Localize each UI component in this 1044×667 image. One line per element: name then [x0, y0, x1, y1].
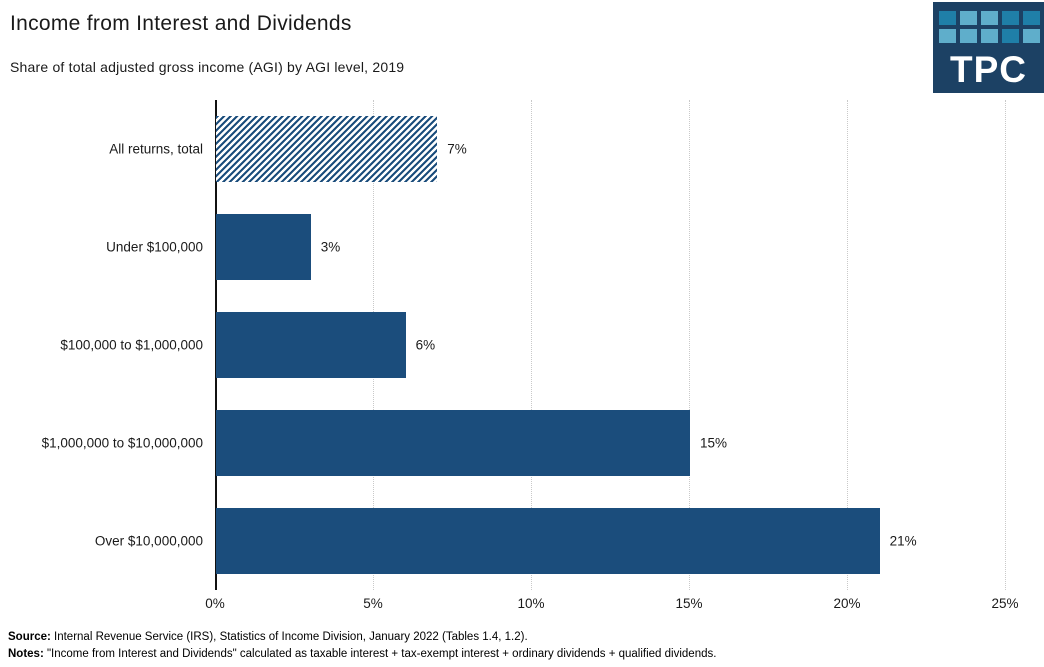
- category-label: $1,000,000 to $10,000,000: [41, 435, 203, 451]
- logo-square: [939, 29, 956, 43]
- logo-square: [1023, 11, 1040, 25]
- bar: [216, 214, 311, 280]
- logo-square: [981, 29, 998, 43]
- gridline: [531, 100, 532, 590]
- page-title: Income from Interest and Dividends: [10, 12, 352, 35]
- logo-square: [939, 11, 956, 25]
- tpc-logo: TPC: [933, 2, 1044, 93]
- logo-square: [1023, 29, 1040, 43]
- source-label: Source:: [8, 631, 51, 643]
- bar: [216, 508, 880, 574]
- notes-label: Notes:: [8, 648, 44, 660]
- category-label: Under $100,000: [106, 239, 203, 255]
- bar-value-label: 21%: [889, 533, 917, 549]
- x-axis-tick-label: 25%: [991, 596, 1019, 611]
- source-line: Source: Internal Revenue Service (IRS), …: [8, 629, 716, 646]
- category-label: Over $10,000,000: [94, 533, 203, 549]
- gridline: [1005, 100, 1006, 590]
- bar: [216, 116, 438, 182]
- tpc-logo-squares: [939, 11, 1040, 43]
- x-axis-tick-label: 0%: [205, 596, 225, 611]
- bar: [216, 312, 406, 378]
- notes-line: Notes: "Income from Interest and Dividen…: [8, 646, 716, 663]
- gridline: [689, 100, 690, 590]
- logo-square: [981, 11, 998, 25]
- chart-footnotes: Source: Internal Revenue Service (IRS), …: [8, 629, 716, 663]
- x-axis-tick-label: 10%: [517, 596, 545, 611]
- tpc-logo-text: TPC: [950, 49, 1027, 90]
- logo-square: [1002, 11, 1019, 25]
- page-subtitle: Share of total adjusted gross income (AG…: [10, 59, 405, 75]
- logo-square: [960, 29, 977, 43]
- x-axis-tick-label: 5%: [363, 596, 383, 611]
- bar-value-label: 6%: [415, 337, 436, 353]
- bar-value-label: 7%: [447, 141, 467, 157]
- logo-square: [1002, 29, 1019, 43]
- gridline: [847, 100, 848, 590]
- source-text: Internal Revenue Service (IRS), Statisti…: [50, 631, 528, 643]
- x-axis-tick-label: 15%: [675, 596, 703, 611]
- bar-value-label: 15%: [700, 435, 728, 451]
- bar-value-label: 3%: [320, 239, 341, 255]
- notes-text: "Income from Interest and Dividends" cal…: [43, 648, 717, 660]
- y-axis-line: [215, 100, 217, 590]
- logo-square: [960, 11, 977, 25]
- category-label: $100,000 to $1,000,000: [60, 337, 203, 353]
- bar: [216, 410, 690, 476]
- x-axis-tick-label: 20%: [833, 596, 861, 611]
- category-label: All returns, total: [109, 141, 203, 157]
